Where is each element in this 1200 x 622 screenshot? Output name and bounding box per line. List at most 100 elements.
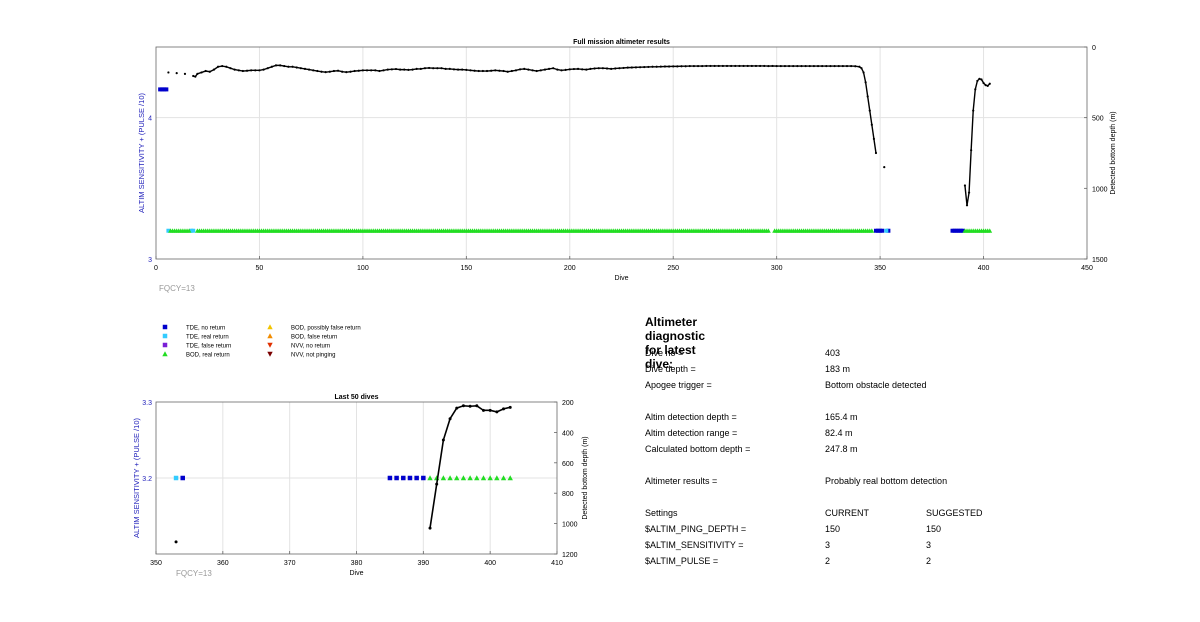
full-mission-depth-point xyxy=(419,67,422,71)
last-50-marker xyxy=(494,475,500,481)
last-50-marker xyxy=(414,475,419,481)
suggested-header: SUGGESTED xyxy=(926,508,983,518)
full-mission-depth-line xyxy=(193,64,877,154)
full-mission-depth-point xyxy=(361,69,364,72)
full-mission-depth-point xyxy=(303,67,307,71)
full-mission-marker xyxy=(960,228,965,233)
settings-label: Settings xyxy=(645,508,678,518)
full-mission-depth-point xyxy=(734,64,737,68)
full-mission-depth-point xyxy=(988,82,991,85)
legend-marker xyxy=(267,333,273,339)
last-50-yleft-tick-label: 3.3 xyxy=(142,400,152,407)
last-50-depth-point xyxy=(428,526,432,530)
last-50-yright-tick-label: 600 xyxy=(562,461,574,468)
full-mission-depth-point xyxy=(976,79,979,83)
legend-label: TDE, false return xyxy=(186,344,231,350)
last-50-x-tick-label: 410 xyxy=(551,560,563,567)
full-mission-depth-point xyxy=(862,71,865,74)
last-50-x-tick-label: 400 xyxy=(484,560,496,567)
full-mission-depth-point xyxy=(779,64,782,68)
full-mission-depth-point xyxy=(200,71,203,74)
full-mission-depth-point xyxy=(473,69,476,72)
full-mission-depth-point xyxy=(370,69,373,72)
legend-marker xyxy=(162,342,168,348)
full-mission-depth-point xyxy=(696,64,700,68)
full-mission-depth-point xyxy=(829,64,832,68)
full-mission-depth-point xyxy=(531,69,534,72)
full-mission-marker xyxy=(876,228,881,233)
full-mission-marker xyxy=(952,228,957,233)
full-mission-depth-point xyxy=(258,69,261,72)
last-50-marker xyxy=(480,475,487,481)
full-mission-depth-point xyxy=(477,69,480,73)
full-mission-depth-point xyxy=(860,67,863,70)
last-50-ylabel-right: Detected bottom depth (m) xyxy=(582,436,589,519)
dive-depth-label: Dive depth = xyxy=(645,364,696,374)
full-mission-depth-point xyxy=(523,67,526,71)
diag-row-apogee: Apogee trigger = Bottom obstacle detecte… xyxy=(645,380,1065,392)
full-mission-depth-point xyxy=(970,149,973,152)
full-mission-depth-point xyxy=(572,67,576,71)
pulse-suggested: 2 xyxy=(926,556,932,566)
legend-label: TDE, real return xyxy=(186,335,229,341)
legend-marker xyxy=(267,342,273,348)
full-mission-depth-point xyxy=(494,69,497,72)
full-mission-depth-point xyxy=(701,64,704,68)
last-50-marker xyxy=(387,475,393,481)
full-mission-x-tick-label: 0 xyxy=(154,265,158,272)
full-mission-depth-point xyxy=(535,69,538,73)
full-mission-marker xyxy=(878,228,883,233)
full-mission-depth-point xyxy=(448,67,451,71)
full-mission-depth-point xyxy=(812,64,816,68)
full-mission-depth-point xyxy=(874,151,878,155)
last-50-marker xyxy=(421,475,426,481)
full-mission-depth-point xyxy=(825,64,828,68)
full-mission-depth-point xyxy=(614,67,617,70)
full-mission-depth-point xyxy=(721,64,724,68)
full-mission-depth-point xyxy=(883,166,886,169)
full-mission-depth-point xyxy=(390,68,393,71)
full-mission-depth-point xyxy=(676,65,679,68)
detection-depth-label: Altim detection depth = xyxy=(645,412,737,422)
last-50-marker xyxy=(394,475,399,481)
full-mission-depth-point xyxy=(725,64,729,68)
last-50-marker xyxy=(180,475,185,481)
full-mission-depth-point xyxy=(585,68,588,71)
last-50-depth-point xyxy=(495,410,499,414)
dive-no-value: 403 xyxy=(825,348,841,358)
results-value: Probably real bottom detection xyxy=(825,476,948,486)
full-mission-depth-point xyxy=(560,69,563,72)
full-mission-depth-point xyxy=(816,64,820,68)
full-mission-depth-point xyxy=(399,68,402,71)
full-mission-depth-point xyxy=(864,81,867,84)
full-mission-depth-point xyxy=(456,68,460,71)
full-mission-yright-tick-label: 1500 xyxy=(1092,257,1108,264)
full-mission-depth-point xyxy=(833,64,836,68)
last-50-marker xyxy=(440,475,447,481)
full-mission-depth-point xyxy=(192,74,195,78)
full-mission-depth-point xyxy=(485,69,489,73)
full-mission-depth-point xyxy=(427,66,431,70)
full-mission-depth-point xyxy=(858,65,861,68)
full-mission-chart: 0 50 100 150 200 250 300 350 400 450 3 4 0 500 1000 150… xyxy=(137,39,1117,293)
full-mission-ylabel-left: ALTIM SENSITIVITY + (PULSE /10) xyxy=(137,93,146,213)
full-mission-depth-point xyxy=(984,84,987,87)
last-50-depth-point xyxy=(455,406,459,410)
full-mission-marker xyxy=(166,228,171,233)
last-50-yright-tick-label: 200 xyxy=(562,400,574,407)
dive-no-label: Dive no = xyxy=(645,348,684,358)
full-mission-depth-point xyxy=(576,67,580,71)
full-mission-x-tick-label: 100 xyxy=(357,265,369,272)
full-mission-depth-point xyxy=(291,65,294,68)
full-mission-marker xyxy=(189,228,194,233)
last-50-depth-point xyxy=(435,482,439,486)
full-mission-depth-point xyxy=(481,69,484,73)
detection-range-value: 82.4 m xyxy=(825,428,853,438)
full-mission-depth-point xyxy=(659,65,662,68)
diag-row-dive-no: Dive no = 403 xyxy=(645,348,1065,360)
legend-marker xyxy=(162,351,168,357)
full-mission-axes-frame xyxy=(155,46,1088,260)
diag-row-calculated-depth: Calculated bottom depth = 247.8 m xyxy=(645,444,1065,456)
full-mission-depth-point xyxy=(353,69,356,73)
full-mission-depth-point xyxy=(349,70,352,73)
